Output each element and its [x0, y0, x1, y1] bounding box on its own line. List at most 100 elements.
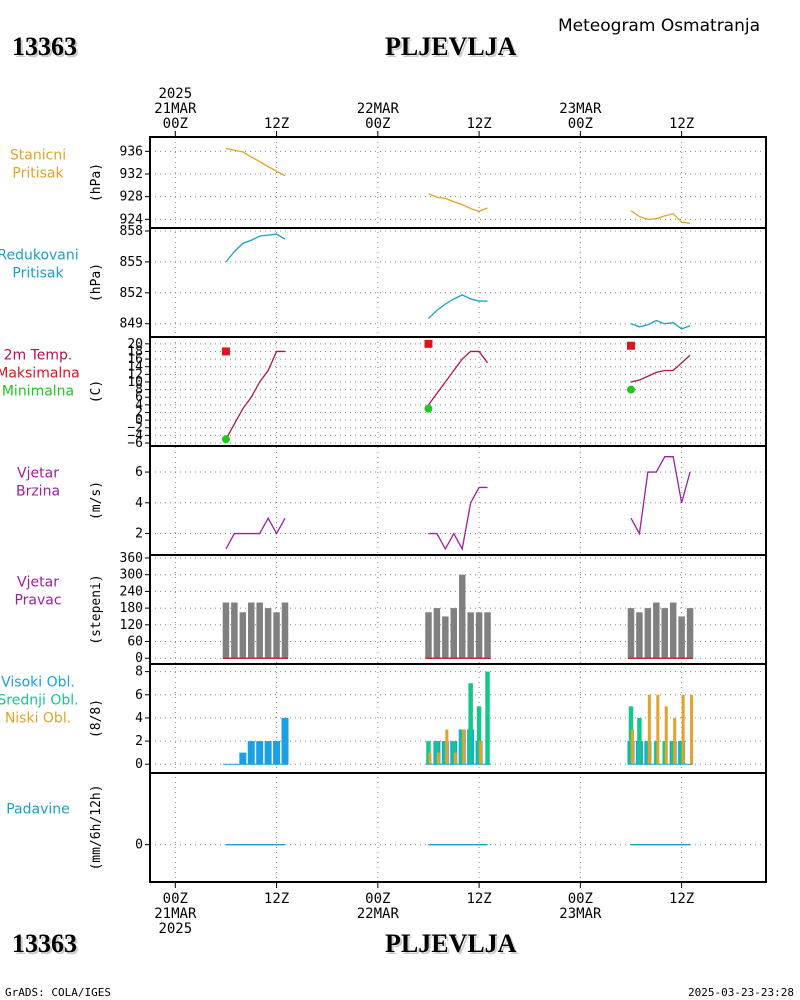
y-tick-label: 858: [120, 224, 143, 239]
wind-direction-bar: [239, 612, 247, 659]
top-time-label: 00Z: [568, 116, 593, 132]
y-tick-label: 932: [120, 167, 143, 182]
series-line: [225, 516, 286, 550]
wind-direction-bar: [475, 612, 483, 659]
cloud-bar-low: [656, 694, 660, 765]
top-time-label: 12Z: [669, 116, 694, 132]
panel-cloud_cover: 0 2 4 6 8 (8/8) Visoki Obl. Srednji Obl. Niski O…: [0, 663, 767, 774]
y-tick-label: −4: [127, 428, 143, 443]
footer-station-id: 13363: [12, 929, 77, 958]
wind-direction-bar: [627, 608, 635, 659]
y-tick-label: −2: [127, 421, 143, 436]
bottom-time-label: 12Z: [264, 891, 289, 907]
panel-frame: [149, 336, 767, 447]
series-line: [225, 233, 286, 263]
panel-label: Stanicni: [10, 148, 66, 164]
y-tick-label: 240: [120, 584, 143, 599]
top-time-label: 00Z: [163, 116, 188, 132]
cloud-bar-low: [647, 694, 651, 765]
station-id: 13363: [12, 32, 77, 61]
cloud-bar-mid: [476, 706, 482, 765]
series-line: [630, 354, 691, 383]
cloud-bar-high: [247, 741, 255, 765]
panel-label: Minimalna: [2, 384, 74, 400]
cloud-bar-low: [479, 741, 483, 765]
y-axis-label: (C): [89, 380, 104, 403]
wind-direction-bar: [467, 612, 474, 659]
min-temp-marker: [221, 435, 230, 444]
y-axis-label: (stepeni): [89, 574, 104, 644]
y-tick-label: 2: [135, 734, 143, 749]
station-name-shadow: PLJEVLJA: [387, 34, 519, 63]
y-tick-label: 20: [127, 337, 143, 352]
cloud-bar-low: [690, 694, 694, 765]
y-tick-label: 360: [120, 551, 143, 566]
y-tick-label: 0: [135, 651, 143, 666]
panel-label: Pritisak: [12, 266, 64, 282]
cloud-bar-mid: [468, 683, 473, 765]
y-tick-label: 2: [135, 527, 143, 542]
y-tick-label: 6: [135, 688, 143, 703]
max-temp-marker: [221, 347, 230, 356]
y-axis-label: (hPa): [89, 263, 104, 302]
cloud-bar-high: [273, 741, 281, 765]
y-tick-label: 16: [127, 352, 143, 367]
cloud-bar-low: [445, 729, 449, 765]
panel-label: Pritisak: [12, 166, 64, 182]
y-tick-label: 855: [120, 255, 143, 270]
wind-direction-bar: [458, 574, 466, 659]
wind-direction-bar: [678, 616, 685, 659]
panel-label: Brzina: [16, 484, 60, 500]
panel-label: Vjetar: [17, 466, 59, 482]
wind-direction-bar: [248, 602, 255, 659]
bottom-time-label: 21MAR: [154, 906, 197, 922]
wind-direction-bar: [273, 612, 280, 659]
wind-direction-bar: [442, 616, 449, 659]
bottom-time-label: 22MAR: [357, 906, 400, 922]
series-line: [427, 350, 489, 406]
wind-direction-bar: [264, 608, 272, 659]
y-tick-label: 12: [127, 367, 143, 382]
cloud-bar-mid: [637, 717, 642, 765]
top-time-label: 22MAR: [357, 101, 400, 117]
cloud-bar-high: [256, 741, 264, 765]
station-name: PLJEVLJA: [385, 32, 517, 61]
y-tick-label: 0: [135, 413, 143, 428]
panel-label: Padavine: [6, 802, 70, 818]
wind-direction-bar: [231, 602, 238, 659]
y-tick-label: 2: [135, 405, 143, 420]
wind-direction-bar: [686, 608, 694, 659]
y-tick-label: −6: [127, 436, 143, 451]
top-time-label: 12Z: [466, 116, 491, 132]
y-tick-label: 928: [120, 190, 143, 205]
cloud-bar-mid: [485, 671, 490, 765]
wind-direction-bar: [636, 612, 643, 659]
footer-station-id-shadow: 13363: [14, 931, 79, 960]
y-tick-label: 60: [127, 635, 143, 650]
panel-label: Redukovani: [0, 248, 79, 264]
top-time-label: 21MAR: [154, 101, 197, 117]
wind-direction-bar: [281, 602, 289, 659]
panel-label: Visoki Obl.: [1, 675, 75, 691]
bottom-time-label: 00Z: [568, 891, 593, 907]
wind-direction-bar: [484, 612, 491, 659]
wind-direction-bar: [450, 608, 458, 659]
panel-wind_speed: 2 4 6 (m/s) Vjetar Brzina: [16, 445, 767, 556]
product-title: Meteogram Osmatranja: [558, 16, 760, 36]
y-tick-label: 6: [135, 390, 143, 405]
wind-direction-bar: [653, 602, 660, 659]
panel-label: Vjetar: [17, 575, 59, 591]
station-id-shadow: 13363: [14, 34, 79, 63]
y-tick-label: 852: [120, 286, 143, 301]
grads-credit: GrADS: COLA/IGES: [5, 986, 111, 999]
cloud-bar-low: [673, 717, 677, 765]
series-line: [428, 193, 488, 213]
y-tick-label: 0: [135, 757, 143, 772]
cloud-bar-low: [681, 694, 685, 765]
top-time-label: 00Z: [365, 116, 390, 132]
render-timestamp: 2025-03-23-23:28: [688, 986, 794, 999]
y-tick-label: 924: [120, 212, 144, 227]
